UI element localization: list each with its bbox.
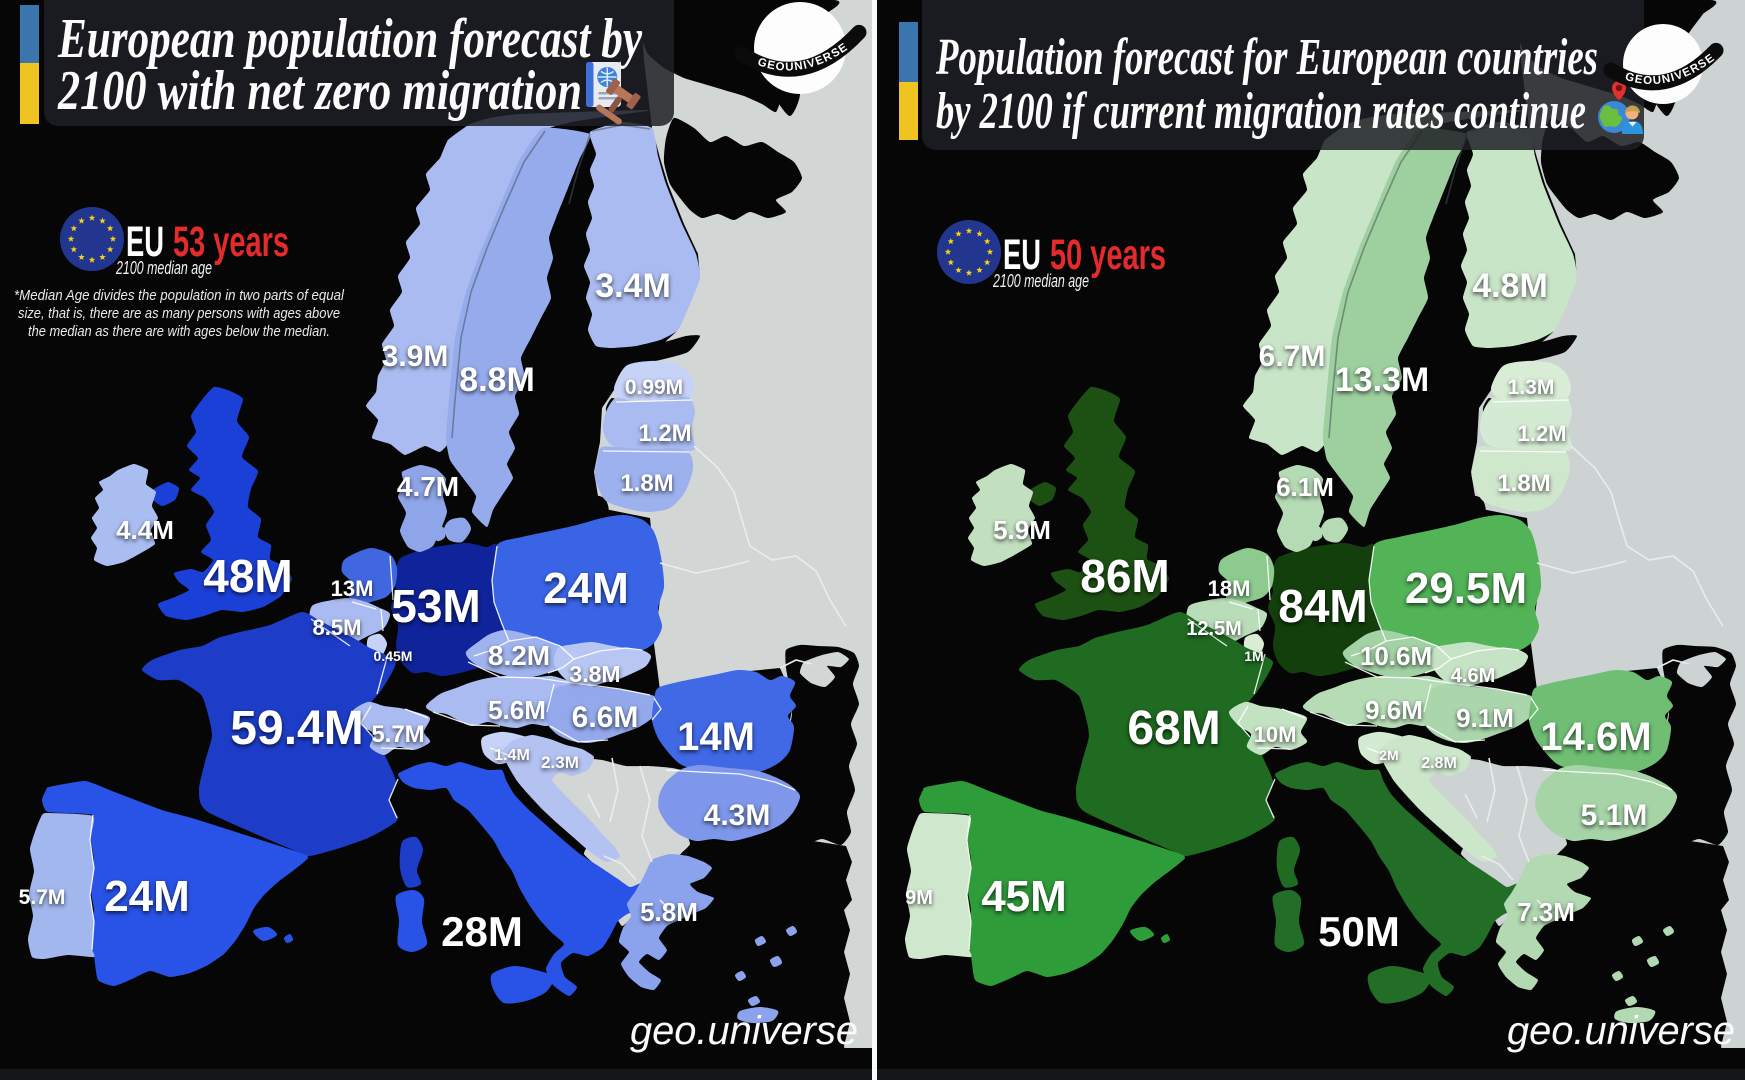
svg-text:EU: EU [1003, 231, 1041, 279]
svg-text:86M: 86M [1080, 550, 1169, 602]
svg-text:by 2100 if current migration r: by 2100 if current migration rates conti… [936, 83, 1586, 140]
svg-text:53 years: 53 years [173, 218, 289, 266]
svg-text:2M: 2M [1379, 747, 1398, 763]
svg-text:53M: 53M [391, 580, 480, 632]
svg-text:4.8M: 4.8M [1472, 267, 1548, 305]
svg-text:48M: 48M [203, 550, 292, 602]
svg-text:4.3M: 4.3M [704, 799, 771, 832]
svg-text:9M: 9M [905, 887, 933, 909]
svg-text:European population forecast b: European population forecast by [57, 8, 643, 70]
svg-text:1.8M: 1.8M [620, 470, 673, 497]
svg-text:24M: 24M [543, 564, 629, 613]
svg-text:5.7M: 5.7M [371, 721, 424, 748]
svg-text:3.8M: 3.8M [569, 661, 620, 687]
svg-text:13.3M: 13.3M [1335, 361, 1430, 399]
svg-text:29.5M: 29.5M [1405, 564, 1527, 613]
svg-text:geo.universe: geo.universe [630, 1009, 858, 1053]
svg-text:3.9M: 3.9M [382, 340, 449, 373]
svg-text:1.8M: 1.8M [1497, 470, 1550, 497]
svg-text:2.3M: 2.3M [541, 753, 579, 772]
svg-text:6.1M: 6.1M [1276, 472, 1334, 502]
svg-text:5.1M: 5.1M [1581, 799, 1648, 832]
svg-text:2100 with net zero migration: 2100 with net zero migration [57, 60, 582, 122]
svg-text:45M: 45M [981, 872, 1067, 921]
svg-text:5.6M: 5.6M [488, 695, 546, 725]
svg-text:1.2M: 1.2M [638, 420, 691, 447]
svg-text:10.6M: 10.6M [1360, 641, 1432, 671]
svg-text:13M: 13M [331, 576, 374, 601]
svg-text:9.1M: 9.1M [1456, 703, 1514, 733]
svg-text:68M: 68M [1127, 702, 1220, 755]
svg-text:24M: 24M [104, 872, 190, 921]
svg-text:6.7M: 6.7M [1259, 340, 1326, 373]
svg-text:50M: 50M [1318, 908, 1400, 955]
svg-text:geo.universe: geo.universe [1507, 1009, 1735, 1053]
svg-text:EU: EU [126, 218, 164, 266]
svg-text:8.8M: 8.8M [459, 361, 535, 399]
svg-text:1.2M: 1.2M [1518, 421, 1567, 446]
svg-text:4.7M: 4.7M [397, 471, 459, 502]
svg-text:59.4M: 59.4M [230, 702, 363, 755]
svg-text:4.6M: 4.6M [1451, 665, 1495, 687]
svg-text:the median as there are with a: the median as there are with ages below … [28, 323, 330, 340]
svg-text:2100 median age: 2100 median age [992, 271, 1089, 291]
svg-text:1.4M: 1.4M [494, 747, 530, 764]
svg-text:3.4M: 3.4M [595, 267, 671, 305]
svg-text:0.45M: 0.45M [374, 648, 413, 664]
svg-text:28M: 28M [441, 908, 523, 955]
svg-text:2100 median age: 2100 median age [115, 258, 212, 278]
svg-text:14.6M: 14.6M [1540, 715, 1651, 759]
svg-text:*Median Age divides the popula: *Median Age divides the population in tw… [14, 287, 345, 304]
svg-text:18M: 18M [1208, 576, 1251, 601]
svg-text:5.9M: 5.9M [993, 515, 1051, 545]
svg-text:2.8M: 2.8M [1421, 755, 1457, 772]
svg-text:12.5M: 12.5M [1186, 618, 1242, 640]
svg-text:14M: 14M [677, 715, 755, 759]
svg-text:Population forecast for Europe: Population forecast for European countri… [935, 29, 1598, 86]
svg-text:8.5M: 8.5M [313, 615, 362, 640]
svg-text:9.6M: 9.6M [1365, 695, 1423, 725]
svg-text:5.7M: 5.7M [19, 886, 66, 909]
svg-text:6.6M: 6.6M [572, 701, 639, 734]
svg-text:1.3M: 1.3M [1508, 376, 1555, 399]
svg-text:8.2M: 8.2M [488, 640, 550, 671]
svg-text:1M: 1M [1244, 648, 1263, 664]
svg-text:84M: 84M [1278, 580, 1367, 632]
svg-text:0.99M: 0.99M [625, 376, 683, 399]
svg-text:50 years: 50 years [1050, 231, 1166, 279]
svg-text:4.4M: 4.4M [116, 515, 174, 545]
svg-text:5.8M: 5.8M [640, 897, 698, 927]
svg-text:size, that is, there are as ma: size, that is, there are as many persons… [18, 305, 340, 322]
svg-text:10M: 10M [1254, 722, 1297, 747]
svg-text:7.3M: 7.3M [1517, 897, 1575, 927]
